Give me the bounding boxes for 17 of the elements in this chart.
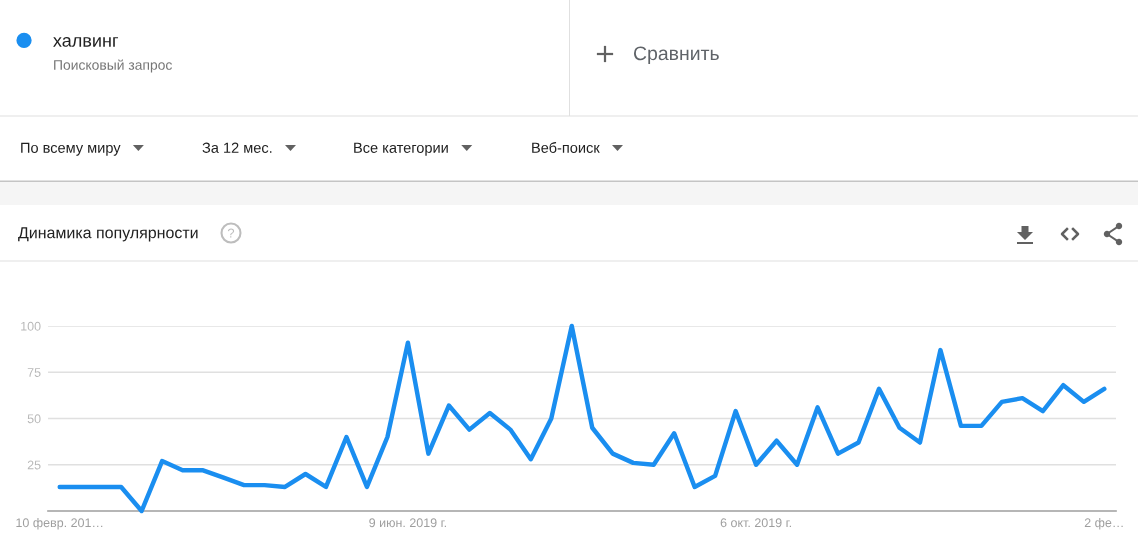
text: Веб-поиск (532, 142, 600, 153)
y-tick-label: 100 (21, 321, 41, 331)
text: Поисковый запрос (54, 59, 172, 73)
text: По всему миру (21, 142, 121, 156)
x-tick-label: 9 июн. 2019 г. (369, 518, 446, 528)
text: Все категории (354, 142, 448, 156)
y-tick-label: 75 (27, 368, 41, 377)
chart-title: Динамика популярности (18, 227, 198, 242)
x-tick-label: 10 февр. 201… (16, 517, 103, 530)
x-tick-label: 6 окт. 2019 г. (720, 518, 791, 528)
y-tick-label: 25 (27, 460, 41, 470)
y-tick-label: 50 (27, 414, 41, 424)
x-tick-label: 2 фе… (1084, 517, 1123, 530)
legend-label: халвинг (53, 36, 119, 47)
text: Сравнить (633, 46, 719, 65)
text: За 12 мес. (202, 142, 272, 153)
line-series (57, 323, 1107, 514)
